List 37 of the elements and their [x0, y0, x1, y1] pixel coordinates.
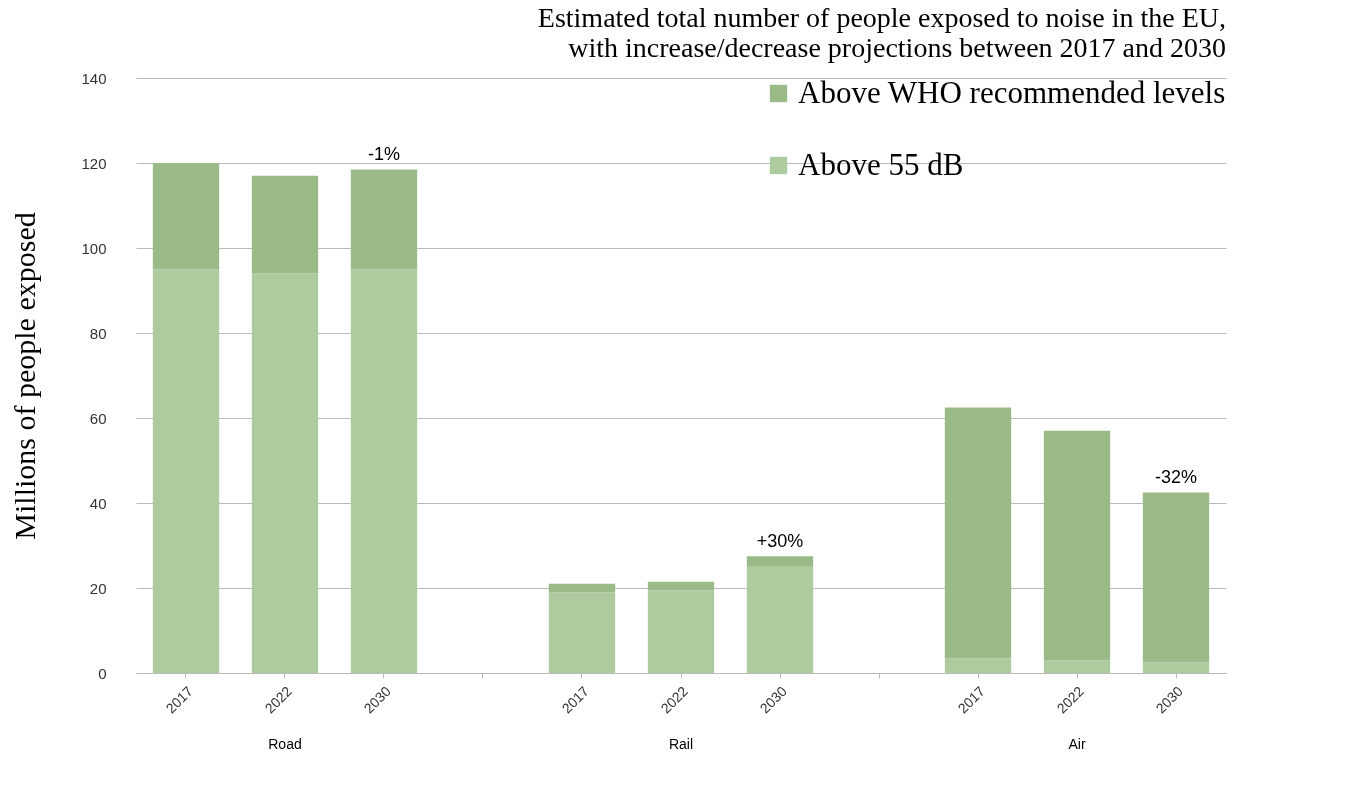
y-tick-label: 40 — [89, 494, 107, 512]
annotation: -1% — [367, 144, 401, 165]
text: Estimated total number of people exposed to noise in the EU, — [537, 2, 1226, 33]
text: with increase/decrease projections between 2017 and 2030 — [568, 32, 1226, 63]
y-tick-label: 80 — [89, 324, 107, 342]
bar — [647, 581, 715, 591]
bar — [746, 566, 814, 673]
bar — [647, 590, 715, 673]
bar — [152, 269, 220, 673]
bar — [1142, 662, 1210, 673]
bar — [1043, 660, 1111, 673]
y-axis-title: Millions of people exposed — [8, 212, 42, 540]
bar — [350, 269, 418, 673]
bar — [1043, 430, 1111, 661]
bar — [944, 407, 1012, 659]
bar — [152, 163, 220, 270]
bar — [350, 169, 418, 270]
text: Air — [1068, 736, 1086, 752]
bar — [548, 592, 616, 673]
bar — [944, 658, 1012, 673]
annotation: -32% — [1154, 467, 1198, 488]
y-tick-label: 60 — [89, 409, 107, 427]
annotation: +30% — [756, 531, 804, 552]
y-tick-label: 20 — [89, 579, 107, 597]
bar — [746, 556, 814, 567]
bar — [251, 175, 319, 274]
text: Rail — [668, 736, 694, 752]
y-tick-label: 0 — [98, 664, 107, 682]
bar — [548, 583, 616, 593]
legend-label: Above 55 dB — [798, 146, 964, 182]
y-tick-label: 120 — [81, 154, 107, 172]
text: Road — [268, 736, 302, 752]
y-tick-label: 140 — [81, 69, 107, 87]
bar — [251, 273, 319, 673]
bar — [1142, 492, 1210, 663]
y-tick-label: 100 — [81, 239, 107, 257]
legend-label: Above WHO recommended levels — [798, 74, 1226, 110]
